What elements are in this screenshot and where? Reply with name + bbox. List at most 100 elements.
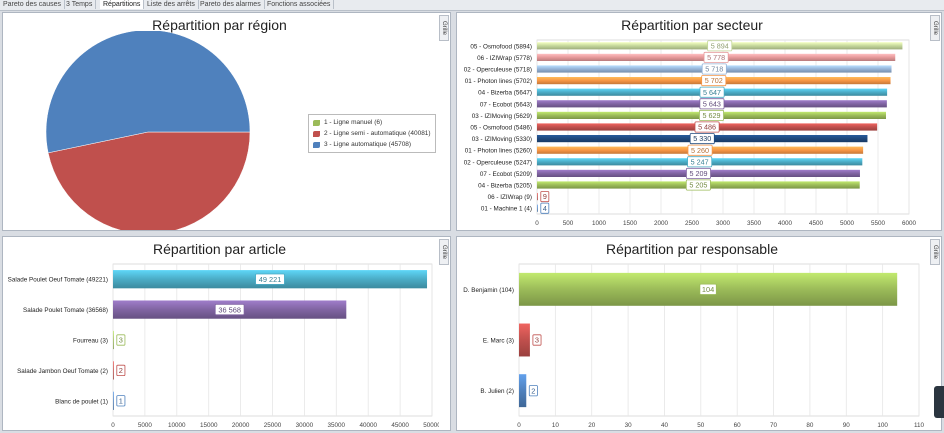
data-label-box <box>694 121 720 133</box>
data-label: 5 647 <box>703 88 721 97</box>
bar-chart-article: 0 5000 10000 15000 20000 25000 30000 35000 40000… <box>8 263 439 429</box>
data-label: 3 <box>119 336 123 345</box>
panel-secteur: Répartition par secteur Grille 0 500 1000 1… <box>456 12 942 231</box>
bar <box>519 323 530 357</box>
chart-title-responsable: Répartition par responsable <box>606 241 778 257</box>
grid-button-article[interactable]: Grille <box>439 239 449 265</box>
data-label-box <box>685 179 711 191</box>
bar <box>519 374 527 408</box>
tick-label: 60 <box>734 422 742 429</box>
data-label-box <box>699 98 725 110</box>
legend-item: 2 - Ligne semi - automatique (40081) <box>313 128 431 139</box>
data-label: 3 <box>535 336 539 345</box>
legend-swatch <box>313 141 320 148</box>
data-label-box <box>116 334 126 346</box>
chart-title-secteur: Répartition par secteur <box>621 17 763 33</box>
bar <box>113 330 114 350</box>
data-label: 5 629 <box>702 111 720 120</box>
tab-fonctions-associees[interactable]: Fonctions associées <box>264 0 335 9</box>
tick-label: 90 <box>843 422 851 429</box>
data-label-box <box>540 202 550 214</box>
pie-legend: 1 - Ligne manuel (6) 2 - Ligne semi - aut… <box>308 114 436 153</box>
data-label-box <box>532 334 542 346</box>
category-label: 01 - Photon lines (5260) <box>465 148 532 155</box>
pie-chart <box>45 31 251 230</box>
tab-pareto-alarmes[interactable]: Pareto des alarmes <box>197 0 265 9</box>
data-label: 5 247 <box>691 157 709 166</box>
tab-bar: Pareto des causes 3 Temps Répartitions L… <box>0 0 944 11</box>
data-label-box <box>689 133 715 145</box>
data-label: 36 568 <box>218 305 241 314</box>
grid-button-secteur[interactable]: Grille <box>930 15 940 41</box>
data-label: 1 <box>119 396 123 405</box>
legend-label: 2 - Ligne semi - automatique (40081) <box>324 130 431 137</box>
chart-title-article: Répartition par article <box>152 241 287 257</box>
tick-label: 20 <box>588 422 596 429</box>
data-label-box <box>699 283 717 295</box>
tick-label: 0 <box>517 422 521 429</box>
tab-repartitions[interactable]: Répartitions <box>100 0 145 9</box>
tick-label: 50 <box>697 422 705 429</box>
legend-swatch <box>313 119 320 126</box>
category-label: 04 - Bizerba (5205) <box>478 183 532 190</box>
tick-label: 3000 <box>716 220 731 227</box>
side-panel-handle[interactable] <box>934 386 944 418</box>
legend-label: 3 - Ligne automatique (45708) <box>324 141 412 148</box>
tick-label: 1000 <box>592 220 607 227</box>
tick-label: 30 <box>625 422 633 429</box>
category-label: 02 - Operculeuse (5718) <box>464 67 532 74</box>
tick-label: 2000 <box>654 220 669 227</box>
tab-3-temps[interactable]: 3 Temps <box>63 0 97 9</box>
category-label: 07 - Ecobot (5209) <box>480 171 532 178</box>
tick-label: 70 <box>770 422 778 429</box>
data-label-box <box>528 385 538 397</box>
tick-label: 10 <box>552 422 560 429</box>
data-label-box <box>255 273 285 285</box>
panel-article: Répartition par article Grille 0 5000 1000… <box>2 236 451 431</box>
tick-label: 6000 <box>902 220 917 227</box>
data-label-box <box>116 364 126 376</box>
grid-button-region[interactable]: Grille <box>439 15 449 41</box>
tick-label: 15000 <box>200 422 218 429</box>
category-label: 01 - Photon lines (5702) <box>465 78 532 85</box>
data-label: 5 205 <box>689 181 707 190</box>
bar <box>113 361 114 380</box>
legend-item: 3 - Ligne automatique (45708) <box>313 139 431 150</box>
tick-label: 80 <box>806 422 814 429</box>
tick-label: 5500 <box>871 220 886 227</box>
data-label: 5 486 <box>698 123 716 132</box>
data-label: 104 <box>702 285 714 294</box>
tick-label: 500 <box>563 220 574 227</box>
tick-label: 4500 <box>809 220 824 227</box>
tick-label: 3500 <box>747 220 762 227</box>
data-label-box <box>703 51 729 63</box>
category-label: B. Julien (2) <box>480 388 514 395</box>
panel-region: Répartition par région Grille 1 - Ligne … <box>2 12 451 231</box>
grid-button-responsable[interactable]: Grille <box>930 239 940 265</box>
tick-label: 110 <box>914 422 925 429</box>
tick-label: 20000 <box>232 422 250 429</box>
bar <box>537 193 538 201</box>
data-label: 4 <box>543 204 547 213</box>
category-label: 03 - IZIMoving (5330) <box>472 136 532 143</box>
bar-chart-secteur: 0 500 1000 1500 2000 2500 3000 3500 4000 4500 5000… <box>464 39 917 227</box>
pie-slice <box>47 131 251 230</box>
category-label: 05 - Osmofood (5486) <box>470 125 532 132</box>
category-label: Blanc de poulet (1) <box>55 398 108 405</box>
data-label-box <box>687 156 713 168</box>
legend-swatch <box>313 130 320 137</box>
tab-pareto-causes[interactable]: Pareto des causes <box>0 0 65 9</box>
category-label: Salade Jambon Oeuf Tomate (2) <box>17 368 108 375</box>
tick-label: 25000 <box>264 422 282 429</box>
legend-label: 1 - Ligne manuel (6) <box>324 119 383 126</box>
data-label: 5 778 <box>707 53 725 62</box>
tab-liste-arrets[interactable]: Liste des arrêts <box>144 0 199 9</box>
tick-label: 1500 <box>623 220 638 227</box>
data-label: 5 718 <box>705 65 723 74</box>
data-label-box <box>707 40 733 52</box>
data-label: 5 330 <box>693 134 711 143</box>
data-label-box <box>685 167 711 179</box>
tick-label: 40000 <box>359 422 377 429</box>
category-label: D. Benjamin (104) <box>463 287 514 294</box>
data-label: 2 <box>119 366 123 375</box>
